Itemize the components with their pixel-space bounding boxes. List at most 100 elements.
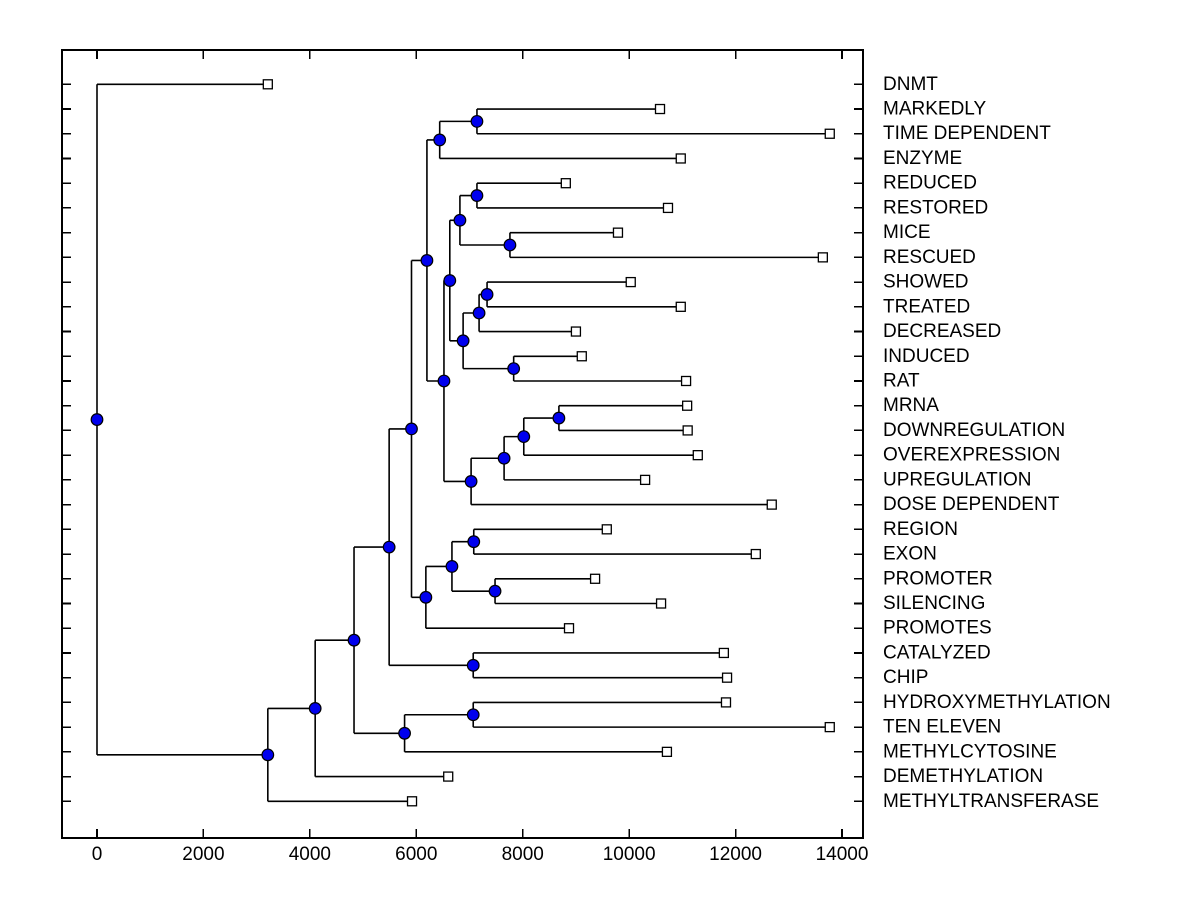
node-marker-circle — [443, 274, 457, 287]
leaf-label: ENZYME — [883, 148, 962, 169]
node-marker-circle — [398, 726, 411, 740]
node-marker-circle — [433, 133, 447, 147]
x-tick-label: 2000 — [182, 844, 224, 865]
leaf-marker-square — [639, 474, 651, 486]
leaf-marker-square — [680, 375, 692, 387]
leaf-label: MRNA — [883, 395, 939, 416]
node-marker-circle — [466, 658, 480, 672]
leaf-marker-square — [817, 252, 828, 263]
leaf-label: SILENCING — [883, 593, 985, 614]
leaf-marker-square — [601, 524, 612, 535]
leaf-label: DOWNREGULATION — [883, 420, 1065, 441]
leaf-label: TIME DEPENDENT — [883, 123, 1051, 144]
leaf-marker-square — [563, 623, 575, 634]
node-marker-circle — [467, 535, 481, 549]
node-marker-circle — [472, 306, 486, 320]
node-marker-circle — [503, 238, 517, 252]
leaf-marker-square — [406, 796, 418, 807]
leaf-marker-square — [443, 771, 454, 782]
leaf-marker-square — [589, 573, 601, 584]
node-marker-circle — [470, 114, 484, 128]
leaf-marker-square — [655, 598, 667, 609]
leaf-label: OVEREXPRESSION — [883, 445, 1060, 466]
node-marker-circle — [90, 413, 104, 426]
leaf-label: MICE — [883, 222, 931, 243]
leaf-label: RAT — [883, 370, 920, 391]
x-tick-label: 0 — [92, 844, 103, 865]
node-marker-circle — [552, 411, 566, 425]
node-marker-circle — [507, 362, 521, 376]
node-marker-circle — [466, 708, 480, 722]
leaf-marker-square — [824, 128, 835, 139]
node-marker-circle — [420, 254, 434, 267]
axes-layer — [61, 49, 864, 839]
leaf-label: METHYLTRANSFERASE — [883, 791, 1099, 812]
node-marker-circle — [497, 451, 511, 465]
leaf-label: TREATED — [883, 296, 970, 317]
node-marker-circle — [308, 701, 322, 715]
leaf-marker-square — [675, 301, 686, 312]
node-marker-circle — [517, 430, 531, 444]
leaf-label: HYDROXYMETHYLATION — [883, 692, 1111, 713]
node-marker-circle — [261, 748, 275, 762]
leaf-label: DECREASED — [883, 321, 1001, 342]
leaf-marker-square — [692, 450, 703, 461]
node-marker-circle — [419, 590, 433, 604]
x-tick-label: 12000 — [709, 844, 762, 865]
node-marker-circle — [405, 422, 418, 436]
leaf-label: SHOWED — [883, 272, 969, 293]
x-tick-label: 10000 — [603, 844, 656, 865]
leaf-label: INDUCED — [883, 346, 970, 367]
leaf-marker-square — [662, 202, 674, 214]
leaf-label: METHYLCYTOSINE — [883, 741, 1057, 762]
node-marker-circle — [480, 288, 494, 301]
x-tick-label: 8000 — [502, 844, 544, 865]
node-marker-circle — [382, 540, 396, 554]
leaf-label: PROMOTES — [883, 618, 992, 639]
leaf-label: EXON — [883, 544, 937, 565]
leaf-label: DOSE DEPENDENT — [883, 494, 1060, 515]
leaf-label: UPREGULATION — [883, 469, 1032, 490]
leaf-marker-square — [675, 153, 686, 164]
leaf-marker-square — [721, 672, 733, 683]
leaf-label: PROMOTER — [883, 568, 993, 589]
leaf-label: CATALYZED — [883, 642, 991, 663]
x-tick-label: 4000 — [289, 844, 331, 865]
leaf-marker-square — [750, 548, 761, 560]
leaf-marker-square — [625, 276, 636, 288]
leaf-label: RESTORED — [883, 197, 988, 218]
leaf-marker-square — [654, 103, 666, 115]
node-marker-circle — [453, 213, 467, 227]
leaf-label: CHIP — [883, 667, 928, 688]
leaf-label: REDUCED — [883, 173, 977, 194]
axes-box — [61, 49, 864, 839]
leaf-marker-square — [262, 79, 273, 90]
leaf-marker-square — [824, 721, 835, 733]
leaf-label: REGION — [883, 519, 958, 540]
x-tick-label: 14000 — [816, 844, 869, 865]
leaf-label: DEMETHYLATION — [883, 766, 1043, 787]
leaf-marker-square — [661, 746, 673, 757]
node-marker-circle — [445, 560, 459, 573]
leaf-marker-square — [720, 697, 732, 708]
node-marker-circle — [464, 475, 478, 488]
x-tick-label: 6000 — [395, 844, 437, 865]
labels-layer: 0 2000 4000 6000 8000 10000 12000 14000 DNMT MARK… — [92, 74, 1111, 865]
markers-layer — [90, 79, 835, 807]
leaf-label: MARKEDLY — [883, 99, 986, 120]
leaf-marker-square — [682, 425, 693, 436]
node-marker-circle — [456, 334, 470, 348]
leaf-marker-square — [681, 400, 693, 411]
leaf-label: TEN ELEVEN — [883, 717, 1001, 738]
leaf-label: RESCUED — [883, 247, 976, 268]
node-marker-circle — [437, 374, 451, 388]
leaf-marker-square — [570, 326, 582, 337]
leaf-marker-square — [718, 647, 730, 659]
leaf-label: DNMT — [883, 74, 938, 95]
leaf-marker-square — [560, 178, 571, 189]
node-marker-circle — [488, 584, 502, 598]
node-marker-circle — [470, 189, 484, 202]
leaf-marker-square — [766, 499, 777, 510]
